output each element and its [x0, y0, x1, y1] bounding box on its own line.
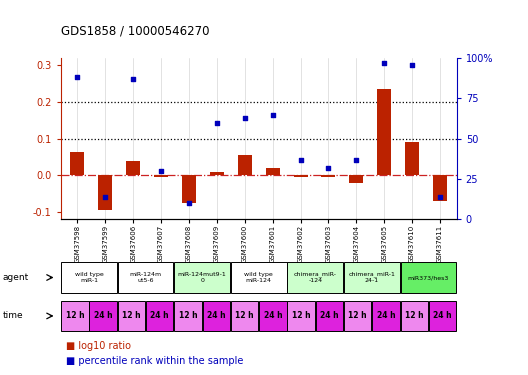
Point: [324, 165, 333, 171]
Bar: [210, 172, 224, 176]
Point: [408, 62, 416, 68]
Text: miR-124m
ut5-6: miR-124m ut5-6: [129, 272, 162, 283]
Bar: [344, 262, 400, 293]
Point: [73, 75, 82, 81]
Bar: [405, 142, 419, 176]
Text: 24 h: 24 h: [207, 311, 225, 320]
Bar: [238, 155, 252, 176]
Text: chimera_miR-1
24-1: chimera_miR-1 24-1: [348, 272, 395, 283]
Text: 12 h: 12 h: [122, 311, 141, 320]
Bar: [174, 301, 202, 331]
Bar: [429, 301, 456, 331]
Text: 24 h: 24 h: [433, 311, 452, 320]
Point: [241, 115, 249, 121]
Point: [380, 60, 389, 66]
Bar: [259, 301, 287, 331]
Bar: [231, 301, 258, 331]
Bar: [322, 176, 335, 177]
Text: 12 h: 12 h: [235, 311, 254, 320]
Text: chimera_miR-
-124: chimera_miR- -124: [294, 272, 337, 283]
Bar: [146, 301, 173, 331]
Point: [129, 76, 137, 82]
Text: 12 h: 12 h: [292, 311, 310, 320]
Bar: [154, 176, 168, 177]
Text: agent: agent: [3, 273, 29, 282]
Bar: [182, 176, 196, 203]
Bar: [401, 301, 428, 331]
Bar: [231, 262, 287, 293]
Text: 24 h: 24 h: [320, 311, 339, 320]
Bar: [98, 176, 112, 210]
Bar: [118, 301, 145, 331]
Point: [213, 120, 221, 126]
Text: miR373/hes3: miR373/hes3: [408, 275, 449, 280]
Bar: [287, 301, 315, 331]
Bar: [118, 262, 173, 293]
Bar: [266, 168, 280, 176]
Bar: [61, 301, 89, 331]
Bar: [61, 262, 117, 293]
Point: [157, 168, 165, 174]
Bar: [350, 176, 363, 183]
Bar: [294, 176, 307, 177]
Point: [101, 194, 110, 200]
Text: ■ percentile rank within the sample: ■ percentile rank within the sample: [66, 356, 243, 366]
Text: 12 h: 12 h: [405, 311, 423, 320]
Bar: [344, 301, 371, 331]
Bar: [372, 301, 400, 331]
Bar: [316, 301, 343, 331]
Text: 24 h: 24 h: [150, 311, 169, 320]
Bar: [203, 301, 230, 331]
Text: 12 h: 12 h: [348, 311, 367, 320]
Bar: [377, 89, 391, 176]
Text: wild type
miR-1: wild type miR-1: [74, 272, 103, 283]
Point: [352, 157, 361, 163]
Text: miR-124mut9-1
0: miR-124mut9-1 0: [178, 272, 227, 283]
Text: 12 h: 12 h: [178, 311, 197, 320]
Bar: [126, 162, 140, 176]
Bar: [70, 152, 84, 176]
Bar: [287, 262, 343, 293]
Bar: [401, 262, 456, 293]
Text: 12 h: 12 h: [65, 311, 84, 320]
Point: [436, 194, 444, 200]
Text: ■ log10 ratio: ■ log10 ratio: [66, 340, 131, 351]
Text: 24 h: 24 h: [94, 311, 112, 320]
Point: [185, 200, 193, 206]
Bar: [89, 301, 117, 331]
Text: 24 h: 24 h: [263, 311, 282, 320]
Bar: [433, 176, 447, 201]
Text: GDS1858 / 10000546270: GDS1858 / 10000546270: [61, 24, 209, 38]
Point: [268, 112, 277, 118]
Bar: [174, 262, 230, 293]
Text: time: time: [3, 311, 23, 320]
Text: wild type
miR-124: wild type miR-124: [244, 272, 273, 283]
Point: [296, 157, 305, 163]
Text: 24 h: 24 h: [376, 311, 395, 320]
